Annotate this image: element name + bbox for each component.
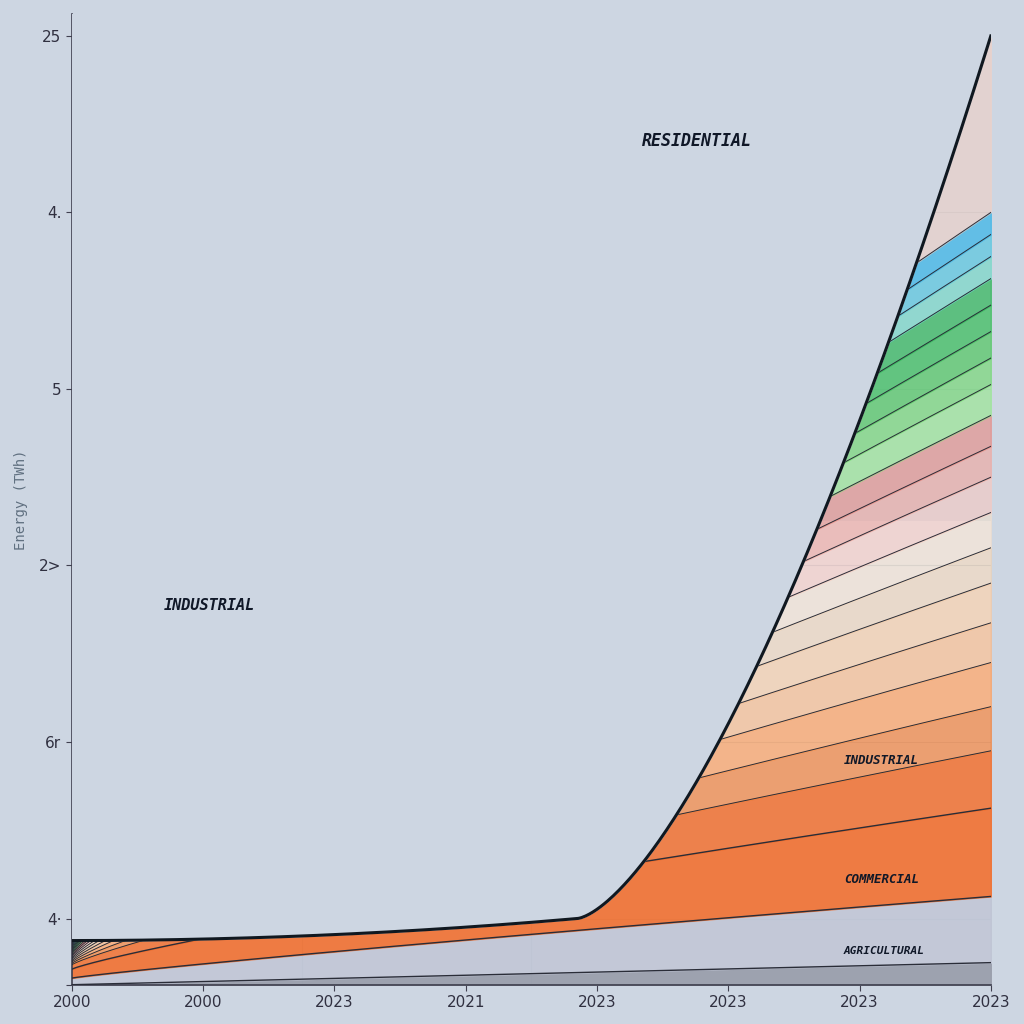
Text: COMMERCIAL: COMMERCIAL [844,873,919,886]
Text: AGRICULTURAL: AGRICULTURAL [844,946,925,955]
Text: INDUSTRIAL: INDUSTRIAL [164,598,255,612]
Bar [72,521,991,1007]
Text: INDUSTRIAL: INDUSTRIAL [844,754,919,767]
Y-axis label: Energy (TWh): Energy (TWh) [14,450,28,550]
Text: RESIDENTIAL: RESIDENTIAL [642,132,752,151]
